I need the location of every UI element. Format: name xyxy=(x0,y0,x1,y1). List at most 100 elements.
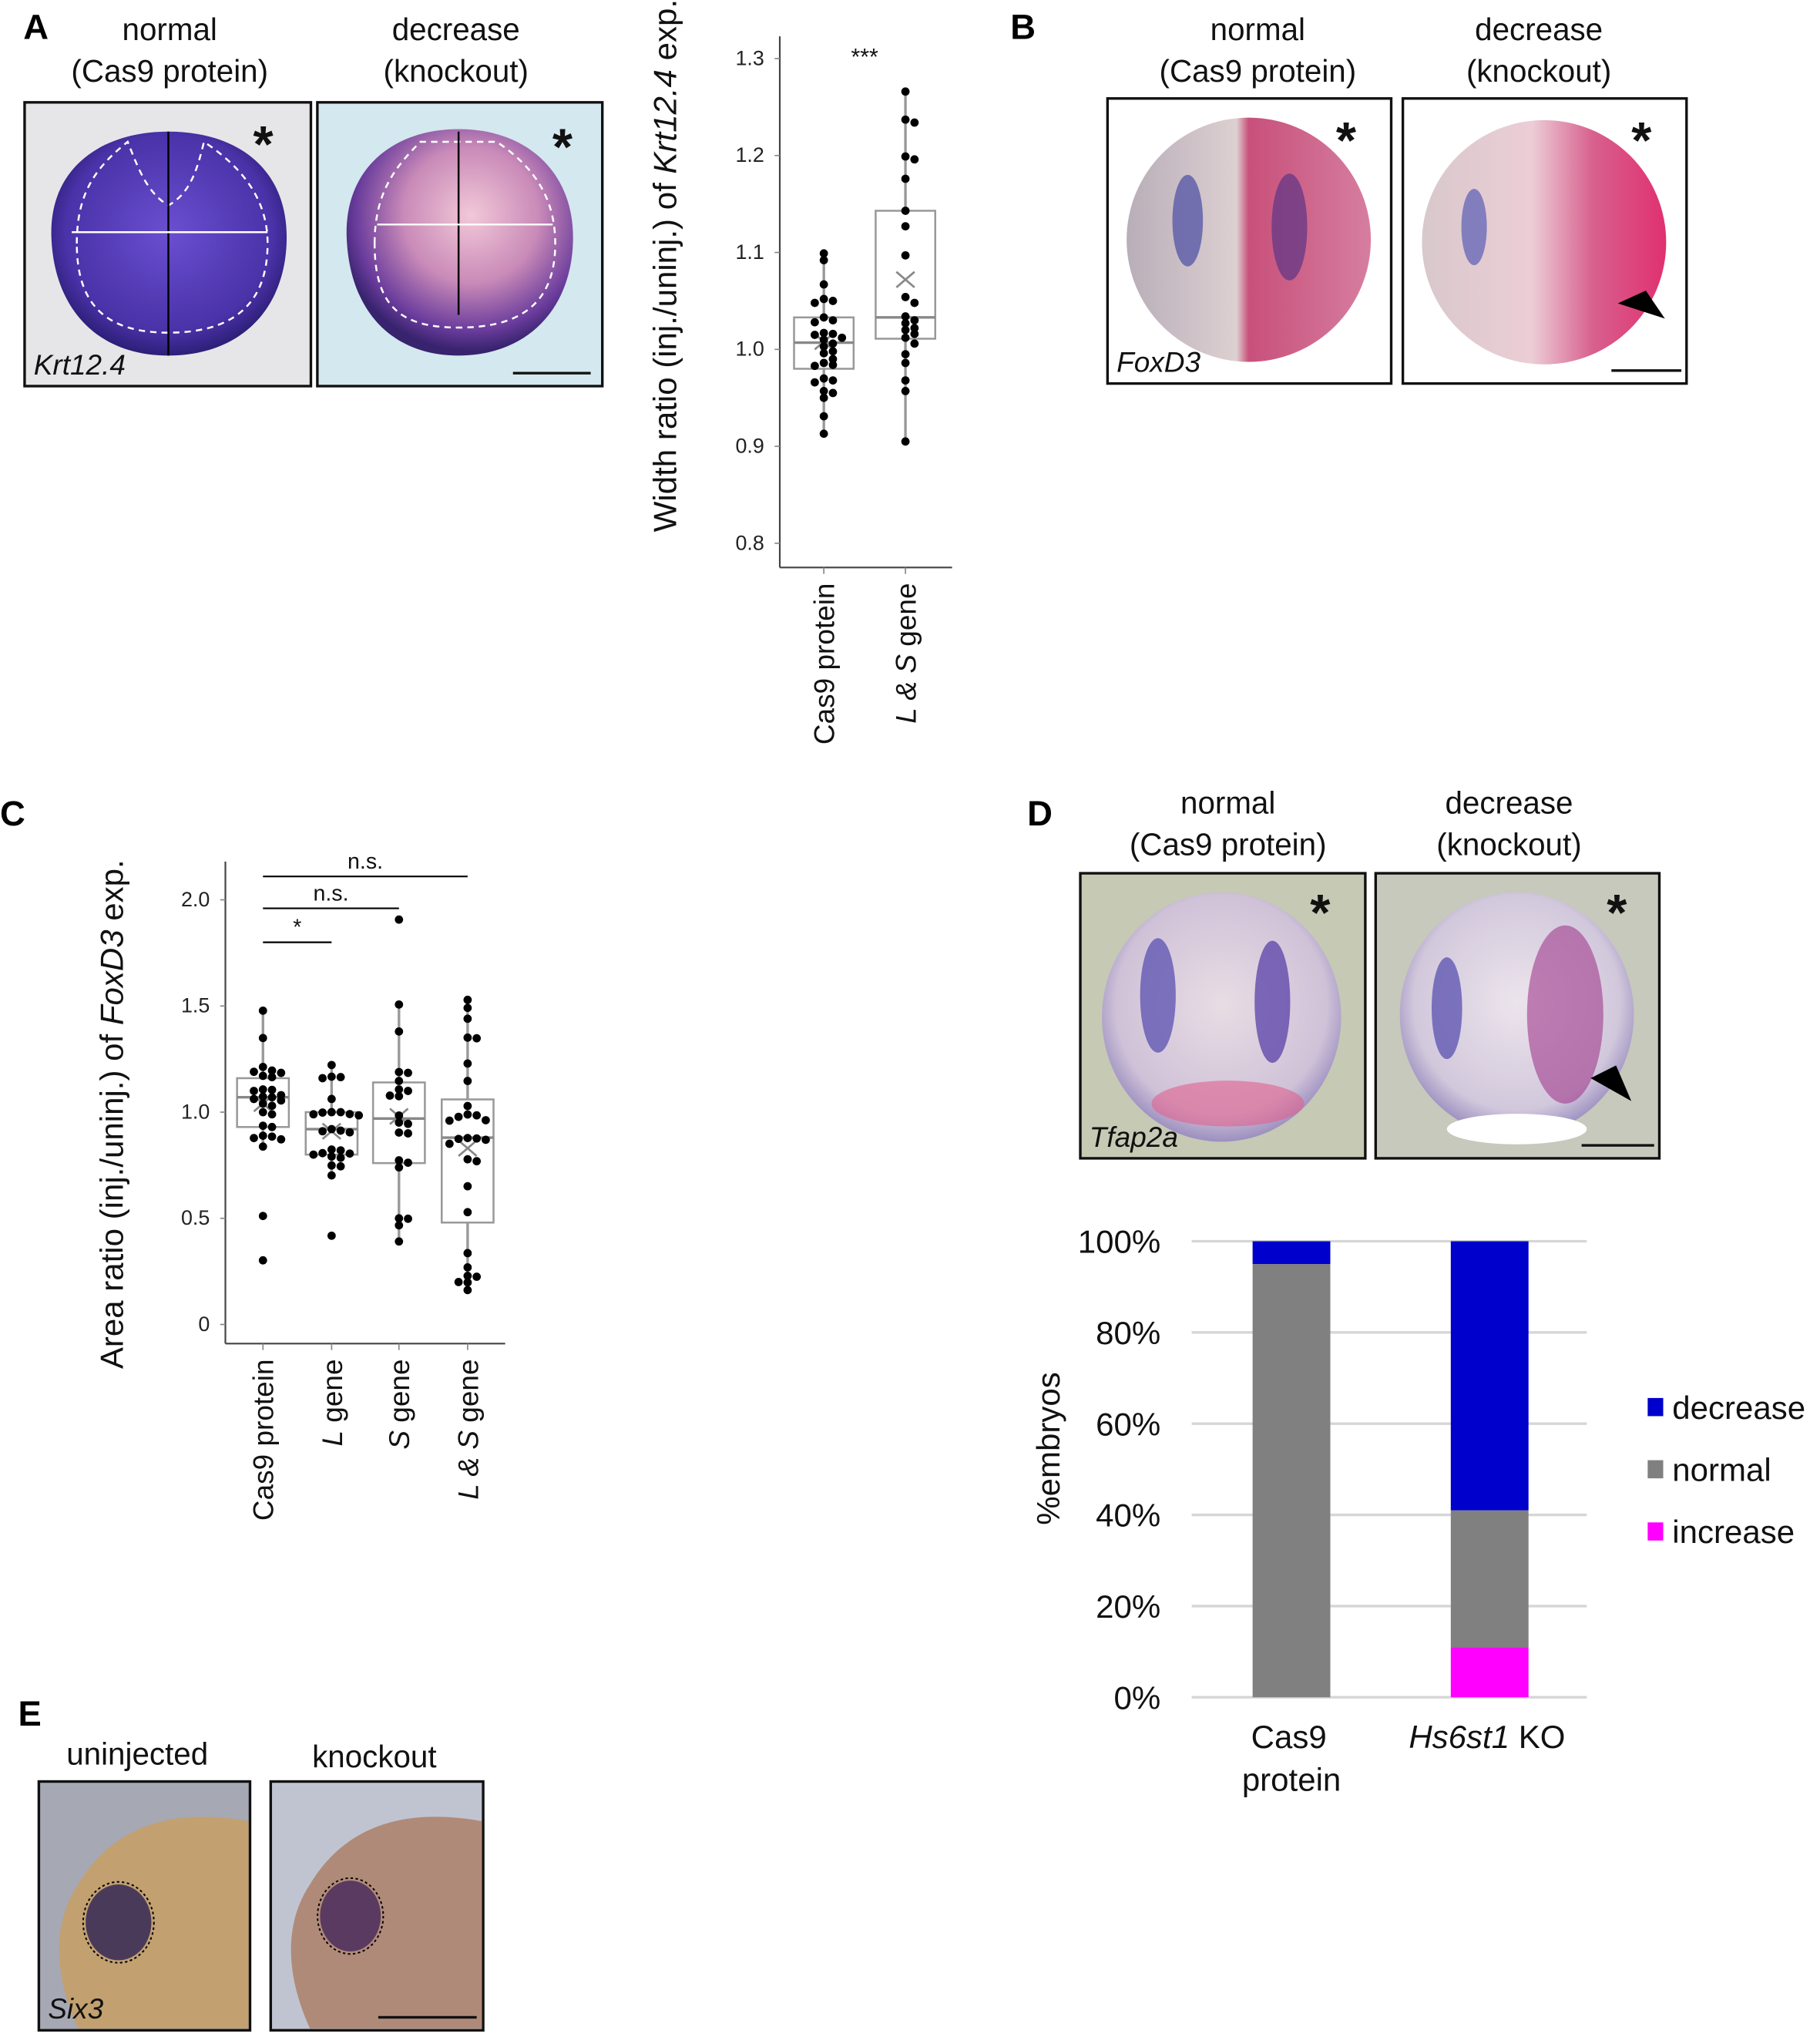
data-point xyxy=(345,1110,354,1118)
data-point xyxy=(819,348,828,358)
data-point xyxy=(463,1134,472,1143)
data-point xyxy=(327,1072,336,1081)
data-point xyxy=(454,1112,463,1121)
y-tick-label: 1.0 xyxy=(181,1100,210,1123)
data-point xyxy=(819,328,828,338)
y-tick-label: 0 xyxy=(198,1313,210,1336)
data-point xyxy=(910,316,919,324)
category-label-text: Cas9 protein xyxy=(809,583,841,745)
data-point xyxy=(463,1208,472,1217)
data-point xyxy=(819,342,828,351)
y-tick-label: 20% xyxy=(1096,1588,1160,1625)
bar-segment-normal xyxy=(1252,1264,1331,1698)
photo-d-knockout: * xyxy=(1374,872,1661,1160)
y-tick-label: 2.0 xyxy=(181,888,210,911)
data-point xyxy=(463,995,472,1004)
header-line: (Cas9 protein) xyxy=(1159,54,1357,89)
data-point xyxy=(267,1085,277,1094)
data-point xyxy=(910,155,919,164)
panel-e-right-header: knockout xyxy=(312,1740,437,1776)
data-point xyxy=(828,339,838,348)
data-point xyxy=(828,376,838,385)
data-point xyxy=(345,1149,354,1158)
chart-d-embryos-stacked-bar: 0% 20% 40% 60% 80% 100% %embryos Cas9 protein Hs6… xyxy=(1030,1224,1805,1798)
data-point xyxy=(385,1091,395,1100)
data-point xyxy=(901,207,910,215)
y-tick-label: 100% xyxy=(1078,1224,1160,1260)
header-line: decrease xyxy=(391,12,520,49)
data-point xyxy=(404,1068,412,1077)
data-point xyxy=(395,1027,404,1036)
data-point xyxy=(811,318,819,327)
data-point xyxy=(463,1263,472,1272)
data-point xyxy=(901,318,910,328)
data-point xyxy=(336,1161,345,1171)
legend-label-normal: normal xyxy=(1672,1451,1771,1487)
header-line: (Cas9 protein) xyxy=(71,54,269,89)
panel-b-right-header: decrease (knockout) xyxy=(1383,10,1694,93)
data-point xyxy=(819,393,828,402)
panel-a-left-header: normal (Cas9 protein) xyxy=(14,10,324,93)
data-point xyxy=(267,1066,277,1075)
data-point xyxy=(258,1099,267,1108)
y-axis-label-suffix: exp. xyxy=(647,0,683,69)
panel-d-left-header: normal (Cas9 protein) xyxy=(1073,784,1383,867)
data-point xyxy=(404,1158,412,1167)
legend-swatch-increase xyxy=(1647,1522,1664,1541)
photo-e-uninjected: Six3 xyxy=(37,1780,252,2032)
data-point xyxy=(258,1006,267,1015)
panel-letter-b: B xyxy=(1010,8,1036,47)
category-label-italic: Hs6st1 xyxy=(1409,1719,1509,1755)
data-point xyxy=(395,915,404,924)
box-1 xyxy=(875,87,937,446)
header-line: (knockout) xyxy=(1436,828,1582,863)
mean-marker xyxy=(458,1139,478,1157)
scale-bar xyxy=(378,2015,477,2019)
header-line: decrease xyxy=(1445,786,1573,822)
significance-label: *** xyxy=(851,45,878,70)
photo-e-knockout xyxy=(269,1780,485,2032)
category-label: Hs6st1 KO xyxy=(1409,1719,1565,1755)
header-line: normal xyxy=(1210,12,1305,49)
data-point xyxy=(327,1161,336,1170)
bar-segment-increase xyxy=(1450,1647,1529,1698)
data-point xyxy=(828,355,838,364)
data-point xyxy=(463,1286,472,1295)
data-point xyxy=(327,1094,336,1104)
y-tick-label: 0% xyxy=(1114,1679,1161,1716)
data-point xyxy=(309,1150,318,1159)
data-point xyxy=(258,1255,267,1265)
data-point xyxy=(901,174,910,183)
mean-marker xyxy=(895,271,915,288)
header-line: normal xyxy=(122,12,217,49)
data-point xyxy=(811,361,819,371)
asterisk: * xyxy=(1335,113,1357,170)
data-point xyxy=(819,387,828,395)
panel-letter-d: D xyxy=(1027,794,1053,833)
data-point xyxy=(811,378,819,387)
photo-a-normal: * Krt12.4 xyxy=(23,101,313,388)
legend-swatch-normal xyxy=(1647,1460,1664,1479)
category-label-italic: L & S xyxy=(452,1430,484,1500)
data-point xyxy=(819,313,828,322)
y-tick-label: 60% xyxy=(1096,1406,1160,1442)
scale-bar xyxy=(1611,369,1682,372)
data-point xyxy=(910,324,919,333)
category-label: L & S gene xyxy=(891,583,922,723)
scale-bar xyxy=(512,371,591,375)
photo-d-normal: * Tfap2a xyxy=(1079,872,1367,1160)
data-point xyxy=(901,312,910,321)
data-point xyxy=(395,1000,404,1009)
data-point xyxy=(318,1127,327,1136)
asterisk: * xyxy=(1607,885,1627,943)
asterisk: * xyxy=(253,116,274,174)
gene-label-krt12-4: Krt12.4 xyxy=(33,348,126,382)
header-line: decrease xyxy=(1475,12,1603,49)
data-point xyxy=(277,1096,286,1105)
data-point xyxy=(258,1092,267,1101)
panel-letter-e: E xyxy=(18,1694,42,1734)
y-tick-label: 0.9 xyxy=(735,435,764,458)
header-line: normal xyxy=(1180,786,1276,822)
header-line: (knockout) xyxy=(383,54,529,89)
